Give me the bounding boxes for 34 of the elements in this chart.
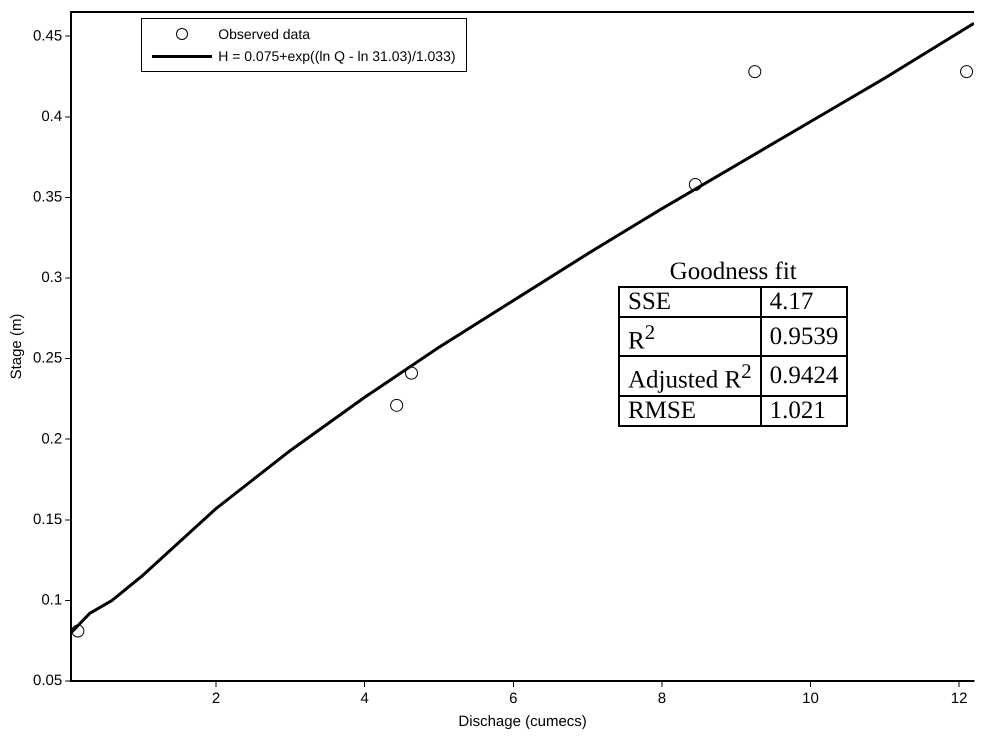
legend-label: Observed data (218, 26, 310, 42)
point (960, 65, 974, 78)
annotation: Adjusted R$^{2}$ (619, 356, 761, 396)
annotation: 1.021 (760, 396, 848, 426)
x-tick-label: 12 (950, 690, 968, 708)
x-tick-label: 6 (509, 690, 518, 708)
y-tick-label: 0.15 (32, 510, 62, 528)
x-tick-label: 8 (658, 690, 666, 708)
annotation: SSE (619, 287, 761, 317)
annotation: 4.17 (760, 287, 848, 317)
point (748, 65, 762, 78)
x-tick-label: 10 (802, 690, 819, 708)
point (71, 624, 84, 638)
annotation: R$^{2}$ (619, 317, 761, 356)
y-tick-label: 0.1 (41, 592, 62, 609)
y-tick-label: 0.45 (32, 27, 62, 44)
annotation: Goodness fit (668, 258, 798, 286)
legend-label: H = 0.075+exp((ln Q - ln 31.03)/1.033) (218, 48, 456, 64)
point (688, 178, 702, 191)
annotation: RMSE (619, 396, 761, 426)
y-axis-title: Stage (m) (8, 314, 26, 380)
annotation: 0.9424 (760, 356, 848, 396)
y-tick-label: 0.35 (32, 188, 62, 206)
y-tick-label: 0.3 (41, 269, 62, 286)
y-tick-label: 0.4 (41, 108, 62, 125)
point (405, 366, 418, 380)
annotation: 0.9539 (760, 317, 848, 356)
y-tick-label: 0.2 (41, 430, 62, 448)
y-tick-label: 0.05 (32, 672, 62, 690)
point (390, 398, 404, 412)
x-tick-label: 4 (360, 690, 369, 708)
x-tick-label: 2 (212, 690, 220, 708)
y-tick-label: 0.25 (32, 350, 62, 367)
x-axis-title: Dischage (cumecs) (458, 713, 587, 730)
